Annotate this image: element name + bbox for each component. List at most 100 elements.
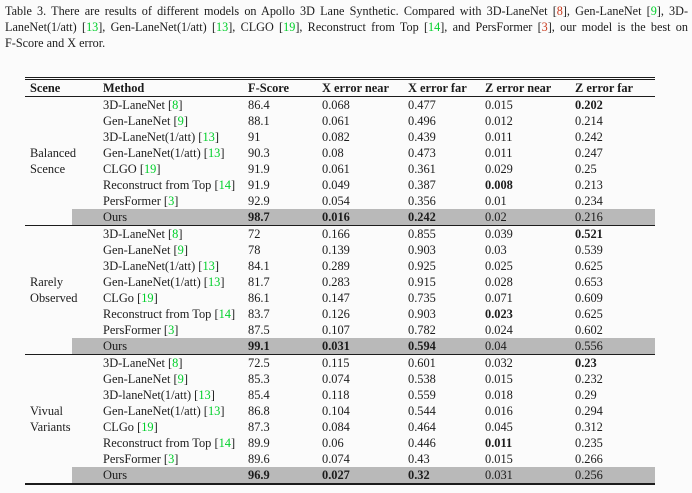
- scene-cell: [25, 209, 103, 226]
- citation-ref[interactable]: 3: [541, 19, 548, 34]
- value-cell: 0.031: [322, 338, 408, 355]
- citation-ref[interactable]: 14: [218, 307, 231, 321]
- value-cell: 0.01: [485, 194, 507, 208]
- value-cell: 98.7: [248, 209, 322, 226]
- method-cell: Reconstruct from Top [14]: [103, 307, 236, 321]
- value-cell: 0.084: [322, 420, 350, 434]
- citation-ref[interactable]: 19: [283, 19, 296, 34]
- value-cell: 0.43: [408, 452, 430, 466]
- value-cell: 0.234: [575, 194, 603, 208]
- scene-cell: [25, 129, 103, 145]
- scene-cell: [25, 177, 103, 193]
- value-cell: 0.544: [408, 404, 436, 418]
- value-cell: 83.7: [248, 307, 270, 321]
- value-cell: 72: [248, 227, 261, 241]
- table-row: Gen-LaneNet [9] 78 0.139 0.903 0.03 0.539: [25, 242, 655, 258]
- value-cell: 0.25: [575, 162, 597, 176]
- citation-ref[interactable]: 13: [202, 259, 215, 273]
- value-cell: 0.104: [322, 404, 350, 418]
- citation-ref[interactable]: 9: [177, 372, 184, 386]
- value-cell: 0.283: [322, 275, 350, 289]
- value-cell: 0.139: [322, 243, 350, 257]
- scene-cell: [25, 97, 103, 114]
- caption-text: LaneNet(1/att) [: [5, 19, 87, 34]
- scene-cell: Rarely: [30, 275, 64, 289]
- value-cell: 0.049: [322, 178, 350, 192]
- citation-ref[interactable]: 13: [216, 19, 229, 34]
- citation-ref[interactable]: 8: [172, 356, 179, 370]
- value-cell: 0.464: [408, 420, 436, 434]
- value-cell: 88.1: [248, 114, 270, 128]
- value-cell: 0.011: [485, 146, 513, 160]
- method-cell: CLGO [19]: [103, 162, 161, 176]
- caption-text: ], Gen-LaneNet [: [562, 4, 651, 18]
- citation-ref[interactable]: 3: [168, 194, 175, 208]
- citation-ref[interactable]: 9: [177, 243, 184, 257]
- value-cell: 0.289: [322, 259, 350, 273]
- value-cell: 0.625: [575, 307, 603, 321]
- citation-ref[interactable]: 14: [218, 436, 231, 450]
- method-cell: PersFormer [3]: [103, 323, 179, 337]
- method-cell: Gen-LaneNet(1/att) [13]: [103, 146, 225, 160]
- column-header: X error far: [408, 81, 467, 95]
- value-cell: 81.7: [248, 275, 270, 289]
- value-cell: 0.213: [575, 178, 603, 192]
- citation-ref[interactable]: 3: [168, 452, 175, 466]
- citation-ref[interactable]: 13: [207, 275, 221, 289]
- value-cell: 0.496: [408, 114, 436, 128]
- citation-ref[interactable]: 13: [207, 146, 221, 160]
- value-cell: 0.028: [485, 275, 513, 289]
- citation-ref[interactable]: 19: [141, 291, 154, 305]
- value-cell: 0.256: [575, 467, 655, 484]
- column-header: Method: [103, 81, 145, 95]
- scene-cell: [25, 193, 103, 209]
- caption-text: ], our model is the best on: [547, 19, 688, 34]
- method-cell: PersFormer [3]: [103, 194, 179, 208]
- citation-ref[interactable]: 3: [168, 323, 175, 337]
- value-cell: 0.045: [485, 420, 513, 434]
- value-cell: 0.903: [408, 307, 436, 321]
- citation-ref[interactable]: 13: [202, 130, 215, 144]
- caption-text: F-Score and X error.: [5, 35, 106, 50]
- citation-ref[interactable]: 9: [650, 4, 657, 18]
- scene-cell: [25, 371, 103, 387]
- table-row: Reconstruct from Top [14] 91.9 0.049 0.387 0…: [25, 177, 655, 193]
- value-cell: 0.855: [408, 227, 436, 241]
- method-cell: Gen-LaneNet [9]: [103, 243, 189, 257]
- value-cell: 0.107: [322, 323, 350, 337]
- column-header: X error near: [322, 81, 389, 95]
- value-cell: 0.012: [485, 114, 513, 128]
- table-row: PersFormer [3] 87.5 0.107 0.782 0.024 0.602: [25, 322, 655, 338]
- value-cell: 89.6: [248, 452, 270, 466]
- value-cell: 0.008: [485, 178, 513, 192]
- citation-ref[interactable]: 13: [198, 388, 211, 402]
- value-cell: 0.016: [322, 209, 408, 226]
- caption-text: ], 3D-: [656, 4, 689, 18]
- citation-ref[interactable]: 14: [218, 178, 231, 192]
- citation-ref[interactable]: 8: [556, 4, 563, 18]
- value-cell: 0.521: [575, 227, 603, 241]
- citation-ref[interactable]: 14: [428, 19, 441, 34]
- method-cell: Ours: [103, 467, 248, 484]
- table-row: 3D-LaneNet [8] 86.4 0.068 0.477 0.015 0.202: [25, 97, 655, 114]
- value-cell: 86.8: [248, 404, 270, 418]
- value-cell: 0.029: [485, 162, 513, 176]
- value-cell: 0.782: [408, 323, 436, 337]
- value-cell: 0.031: [485, 467, 575, 484]
- value-cell: 0.539: [575, 243, 603, 257]
- value-cell: 0.032: [485, 356, 513, 370]
- table-caption: Table 3. There are results of different …: [5, 4, 688, 51]
- method-cell: Ours: [103, 338, 248, 355]
- table-header: Scene Method F-Score X error near X error fa…: [25, 79, 655, 97]
- value-cell: 0.266: [575, 452, 603, 466]
- column-header: F-Score: [248, 81, 290, 95]
- citation-ref[interactable]: 9: [177, 114, 184, 128]
- caption-text: ], and PersFormer [: [440, 19, 542, 34]
- citation-ref[interactable]: 8: [172, 227, 179, 241]
- citation-ref[interactable]: 8: [172, 98, 179, 112]
- citation-ref[interactable]: 13: [207, 404, 221, 418]
- value-cell: 91.9: [248, 162, 270, 176]
- citation-ref[interactable]: 19: [143, 162, 157, 176]
- citation-ref[interactable]: 13: [86, 19, 99, 34]
- citation-ref[interactable]: 19: [141, 420, 154, 434]
